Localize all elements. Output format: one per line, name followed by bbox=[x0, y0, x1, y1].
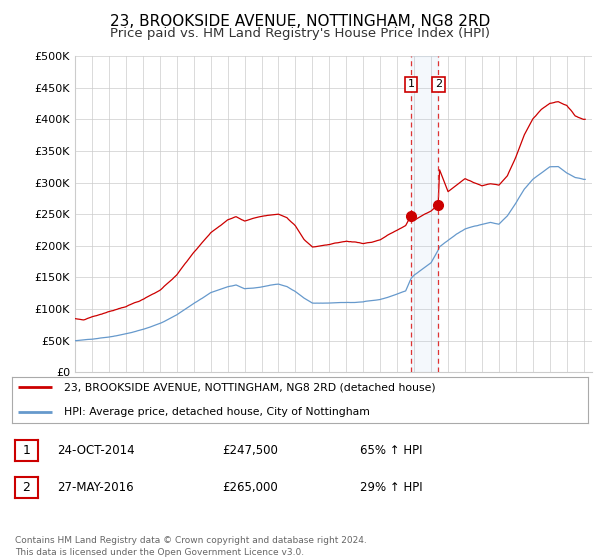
Text: 23, BROOKSIDE AVENUE, NOTTINGHAM, NG8 2RD (detached house): 23, BROOKSIDE AVENUE, NOTTINGHAM, NG8 2R… bbox=[64, 382, 436, 393]
Text: Contains HM Land Registry data © Crown copyright and database right 2024.
This d: Contains HM Land Registry data © Crown c… bbox=[15, 536, 367, 557]
Text: 23, BROOKSIDE AVENUE, NOTTINGHAM, NG8 2RD: 23, BROOKSIDE AVENUE, NOTTINGHAM, NG8 2R… bbox=[110, 14, 490, 29]
Text: 65% ↑ HPI: 65% ↑ HPI bbox=[360, 444, 422, 458]
Text: 27-MAY-2016: 27-MAY-2016 bbox=[57, 480, 134, 494]
Text: 2: 2 bbox=[434, 80, 442, 90]
Bar bbox=[411, 56, 438, 372]
Text: Price paid vs. HM Land Registry's House Price Index (HPI): Price paid vs. HM Land Registry's House … bbox=[110, 27, 490, 40]
Text: £247,500: £247,500 bbox=[222, 444, 278, 458]
Text: £265,000: £265,000 bbox=[222, 480, 278, 494]
Text: HPI: Average price, detached house, City of Nottingham: HPI: Average price, detached house, City… bbox=[64, 407, 370, 417]
Text: 24-OCT-2014: 24-OCT-2014 bbox=[57, 444, 134, 458]
Text: 29% ↑ HPI: 29% ↑ HPI bbox=[360, 480, 422, 494]
Text: 1: 1 bbox=[407, 80, 415, 90]
Text: 1: 1 bbox=[22, 444, 31, 458]
Text: 2: 2 bbox=[22, 480, 31, 494]
